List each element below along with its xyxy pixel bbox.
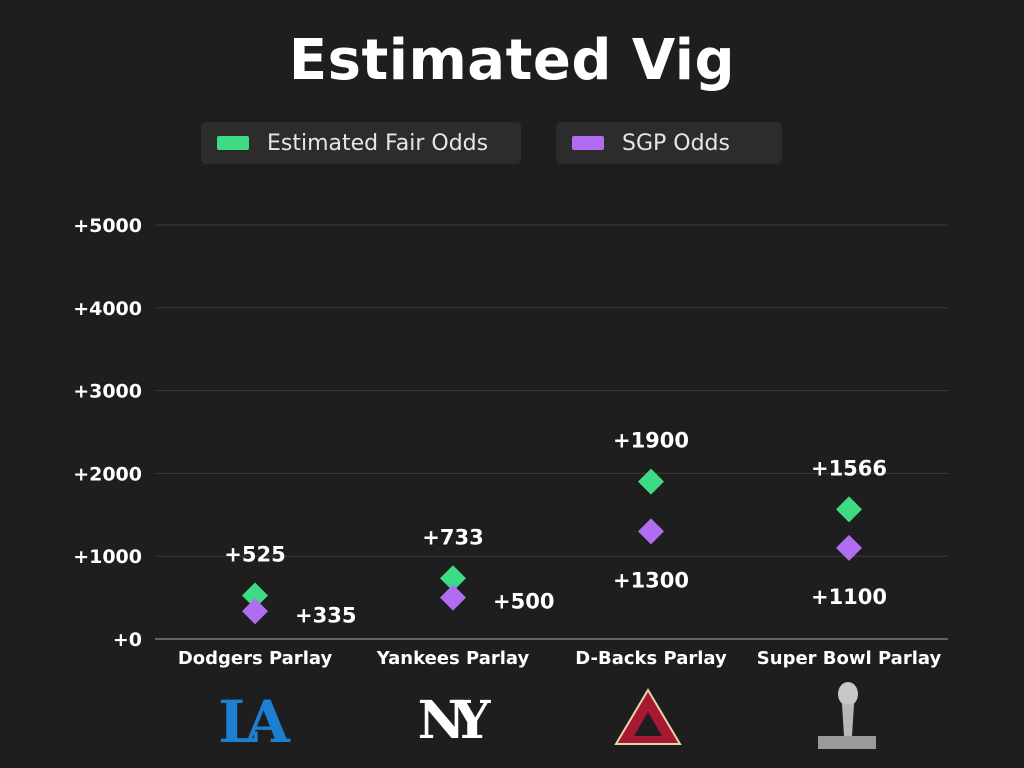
chart-title: Estimated Vig bbox=[288, 28, 736, 93]
dbacks-logo-inner bbox=[634, 712, 662, 736]
trophy-ball bbox=[838, 682, 858, 706]
fair-odds-label: +733 bbox=[422, 525, 483, 549]
legend-swatch-sgp-odds bbox=[572, 136, 604, 150]
category-label: Super Bowl Parlay bbox=[757, 648, 942, 669]
category-label: Dodgers Parlay bbox=[178, 648, 333, 669]
sgp-odds-label: +335 bbox=[295, 603, 356, 627]
category-label: Yankees Parlay bbox=[376, 648, 530, 669]
dodgers-la-logo: LA bbox=[218, 688, 305, 756]
sgp-odds-point bbox=[638, 518, 664, 545]
y-tick-label: +2000 bbox=[73, 463, 142, 485]
fair-odds-point bbox=[836, 496, 862, 523]
y-tick-label: +3000 bbox=[73, 381, 142, 403]
fair-odds-label: +1566 bbox=[811, 456, 887, 480]
sgp-odds-label: +1100 bbox=[811, 585, 887, 609]
fair-odds-point bbox=[440, 565, 466, 592]
sgp-odds-label: +500 bbox=[493, 590, 554, 614]
dbacks-a-logo bbox=[614, 688, 682, 745]
data-labels: +525 +733 +1900 +1566 +335 +500 +1300 +1100 bbox=[224, 429, 887, 628]
yankees-logo-text: NY bbox=[418, 690, 492, 751]
category-label: D-Backs Parlay bbox=[575, 648, 727, 669]
x-axis-categories: Dodgers Parlay Yankees Parlay D-Backs Parl… bbox=[178, 648, 942, 669]
legend-item-fair-odds: Estimated Fair Odds bbox=[201, 122, 521, 164]
trophy-base bbox=[818, 736, 876, 749]
y-tick-label: +1000 bbox=[73, 546, 142, 568]
sgp-odds-point bbox=[242, 598, 268, 625]
sgp-odds-point bbox=[440, 584, 466, 611]
fair-odds-point bbox=[242, 582, 268, 609]
fair-odds-label: +525 bbox=[224, 543, 285, 567]
trophy-stem bbox=[842, 704, 854, 736]
y-tick-label: +4000 bbox=[73, 298, 142, 320]
legend-label-sgp-odds: SGP Odds bbox=[622, 130, 730, 156]
data-points bbox=[242, 468, 862, 625]
dodgers-logo-text: LA bbox=[218, 688, 291, 756]
legend-label-fair-odds: Estimated Fair Odds bbox=[267, 130, 489, 156]
fair-odds-label: +1900 bbox=[613, 429, 689, 453]
super-bowl-trophy-logo bbox=[818, 682, 876, 749]
sgp-odds-label: +1300 bbox=[613, 568, 689, 592]
legend-swatch-fair-odds bbox=[217, 136, 249, 150]
y-tick-label: +0 bbox=[113, 629, 142, 651]
fair-odds-point bbox=[638, 468, 664, 495]
legend-item-sgp-odds: SGP Odds bbox=[556, 122, 782, 164]
y-axis-ticks: +0 +1000 +2000 +3000 +4000 +5000 bbox=[73, 215, 142, 651]
sgp-odds-point bbox=[836, 534, 862, 561]
yankees-ny-logo: NY bbox=[418, 690, 504, 751]
y-tick-label: +5000 bbox=[73, 215, 142, 237]
grid-layer bbox=[155, 224, 948, 640]
